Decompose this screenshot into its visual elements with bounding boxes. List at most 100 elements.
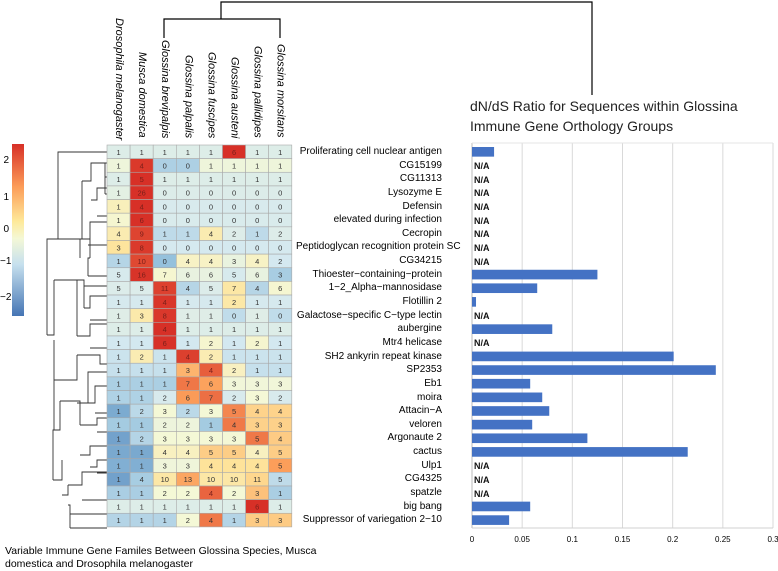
heatmap-cell-value: 5 (209, 448, 213, 457)
na-label: N/A (474, 188, 490, 199)
heatmap-cell-value: 10 (207, 475, 215, 484)
na-label: N/A (474, 202, 490, 213)
heatmap-cell-value: 6 (186, 393, 190, 402)
heatmap-cell-value: 1 (140, 462, 144, 471)
heatmap-cell-value: 1 (140, 325, 144, 334)
heatmap-cell-value: 0 (186, 161, 190, 170)
na-label: N/A (474, 215, 490, 226)
row-dendrogram (46, 151, 107, 529)
heatmap-cell-value: 4 (186, 257, 190, 266)
dnds-bar-chart (471, 142, 774, 529)
heatmap-cell-value: 4 (163, 448, 167, 457)
heatmap-cell-value: 4 (232, 462, 236, 471)
heatmap-cell-value: 1 (186, 230, 190, 239)
gene-label: Proliferating cell nuclear antigen (299, 146, 442, 157)
heatmap-cell-value: 9 (140, 230, 144, 239)
heatmap-cell-value: 5 (255, 434, 259, 443)
heatmap-cell-value: 6 (140, 216, 144, 225)
heatmap-cell-value: 1 (186, 148, 190, 157)
heatmap-cell-value: 6 (209, 271, 213, 280)
heatmap-cell-value: 3 (163, 462, 167, 471)
heatmap-cell-value: 1 (116, 257, 120, 266)
column-label: Musca domestica (136, 52, 149, 138)
gene-label: Attacin−A (398, 405, 442, 417)
gene-label: Flotillin 2 (402, 296, 442, 308)
heatmap-cell-value: 1 (255, 161, 259, 170)
heatmap-cell-value: 3 (255, 393, 259, 402)
heatmap-cell-value: 1 (116, 448, 120, 457)
heatmap-cell-value: 3 (163, 434, 167, 443)
heatmap-cell-value: 1 (209, 175, 213, 184)
column-dendrogram (163, 1, 593, 95)
heatmap-cell-value: 1 (209, 161, 213, 170)
heatmap-cell-value: 1 (163, 175, 167, 184)
heatmap-cell-value: 1 (140, 298, 144, 307)
colorbar-tick: 1 (3, 192, 9, 203)
heatmap-cell-value: 0 (232, 243, 236, 252)
heatmap-cell-value: 7 (163, 271, 167, 280)
heatmap-cell-value: 1 (209, 312, 213, 321)
gene-label: Eb1 (424, 377, 442, 389)
heatmap-cell-value: 1 (140, 366, 144, 375)
gene-label: Cecropin (401, 227, 442, 239)
heatmap-cell-value: 1 (209, 148, 213, 157)
heatmap-cell-value: 0 (209, 243, 213, 252)
heatmap-cell-value: 2 (209, 339, 213, 348)
heatmap-cell-value: 2 (163, 393, 167, 402)
x-tick-label: 0.15 (614, 535, 631, 544)
heatmap-cell-value: 2 (232, 489, 236, 498)
na-label: N/A (474, 311, 490, 322)
gene-label: Peptidoglycan recognition protein SC (296, 241, 461, 253)
heatmap-cell-value: 1 (186, 339, 190, 348)
heatmap-cell-value: 0 (255, 189, 259, 198)
x-tick-label: 0 (469, 535, 475, 544)
dnds-bar (472, 419, 533, 430)
heatmap-cell-value: 0 (163, 216, 167, 225)
x-tick-label: 0.3 (767, 535, 778, 544)
heatmap-cell-value: 2 (140, 407, 144, 416)
x-tick-label: 0.2 (667, 535, 679, 544)
heatmap-cell-value: 0 (163, 257, 167, 266)
heatmap-cell-value: 1 (140, 421, 144, 430)
heatmap-cell-value: 1 (116, 489, 120, 498)
caption-line: Variable Immune Gene Familes Between Glo… (5, 545, 317, 557)
heatmap-cell-value: 5 (140, 175, 144, 184)
heatmap-cell-value: 1 (186, 298, 190, 307)
heatmap-cell-value: 4 (255, 284, 259, 293)
heatmap-cell-value: 1 (140, 380, 144, 389)
gene-label: aubergine (397, 323, 442, 335)
heatmap-cell-value: 1 (116, 502, 120, 511)
heatmap-cell-value: 1 (278, 489, 282, 498)
heatmap-cell-value: 0 (163, 189, 167, 198)
na-label: N/A (474, 488, 490, 499)
heatmap-cell-value: 4 (209, 489, 213, 498)
column-label: Glossina brevipalpis (159, 39, 172, 138)
heatmap-cell-value: 2 (186, 407, 190, 416)
heatmap-cell-value: 3 (232, 257, 236, 266)
heatmap-cell-value: 0 (278, 243, 282, 252)
gene-label: CG15199 (399, 159, 442, 171)
dnds-bar (472, 269, 598, 280)
heatmap-cell-value: 1 (255, 175, 259, 184)
heatmap-cell-value: 0 (163, 243, 167, 252)
heatmap-cell-value: 16 (137, 271, 145, 280)
heatmap-cell-value: 1 (186, 325, 190, 334)
heatmap-cell-value: 1 (163, 230, 167, 239)
heatmap-cell-value: 5 (278, 475, 282, 484)
heatmap-cell-value: 1 (255, 148, 259, 157)
heatmap-cell-value: 4 (163, 298, 167, 307)
heatmap-cell-value: 0 (209, 189, 213, 198)
heatmap-cell-value: 2 (278, 230, 282, 239)
dnds-bar (472, 324, 553, 334)
heatmap-cell-value: 6 (186, 271, 190, 280)
heatmap-cell-value: 1 (116, 339, 120, 348)
heatmap-cell-value: 1 (116, 148, 120, 157)
heatmap-cell-value: 1 (255, 352, 259, 361)
heatmap-cell-value: 1 (140, 339, 144, 348)
heatmap-cell-value: 0 (163, 202, 167, 211)
heatmap-cell-value: 6 (255, 502, 259, 511)
heatmap-cell-value: 11 (161, 284, 169, 293)
heatmap-cell-value: 6 (278, 284, 282, 293)
heatmap-cell-value: 1 (163, 516, 167, 525)
